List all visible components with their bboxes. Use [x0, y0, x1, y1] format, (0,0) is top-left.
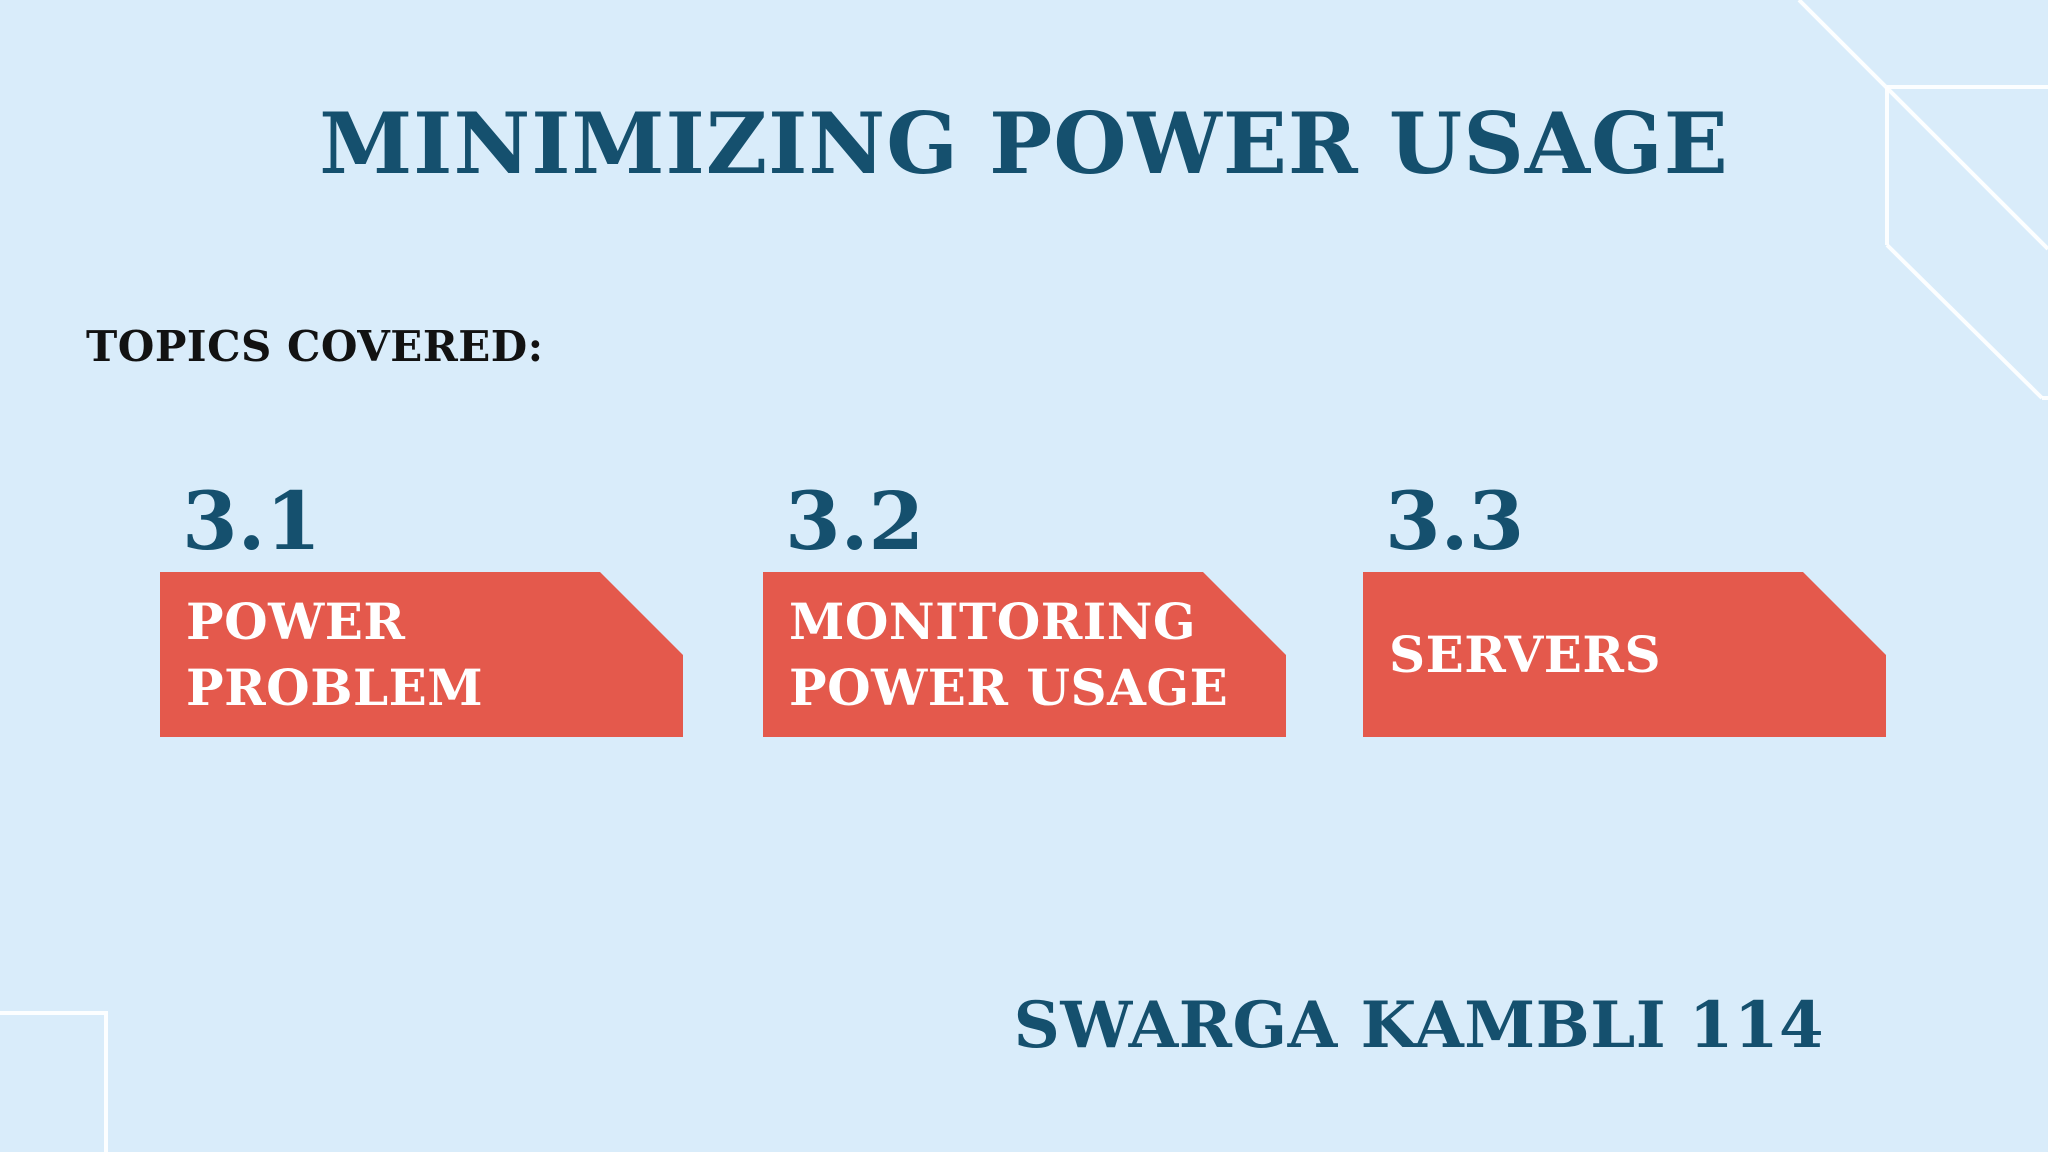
- author-credit: SWARGA KAMBLI 114: [1013, 988, 1824, 1063]
- topic-group-3-1: 3.1 POWER PROBLEM: [160, 478, 683, 737]
- topics-covered-label: TOPICS COVERED:: [86, 322, 544, 371]
- topic-card: POWER PROBLEM: [160, 572, 683, 737]
- topic-card-label-line: POWER: [186, 591, 406, 651]
- topic-card-label-line: SERVERS: [1389, 624, 1662, 684]
- topic-number: 3.2: [785, 474, 925, 568]
- slide-title: MINIMIZING POWER USAGE: [319, 94, 1729, 193]
- topic-card-label-line: PROBLEM: [186, 657, 484, 717]
- topic-number: 3.3: [1385, 474, 1525, 568]
- topic-card-label-line: MONITORING: [789, 591, 1197, 651]
- topic-number: 3.1: [182, 474, 322, 568]
- topic-card: MONITORING POWER USAGE: [763, 572, 1286, 737]
- topic-card-label-line: POWER USAGE: [789, 657, 1229, 717]
- topic-group-3-3: 3.3 SERVERS: [1363, 478, 1886, 737]
- decoration-top-right: [1797, 0, 2048, 400]
- topic-group-3-2: 3.2 MONITORING POWER USAGE: [763, 478, 1286, 737]
- topic-card: SERVERS: [1363, 572, 1886, 737]
- decoration-bottom-left: [0, 1011, 108, 1152]
